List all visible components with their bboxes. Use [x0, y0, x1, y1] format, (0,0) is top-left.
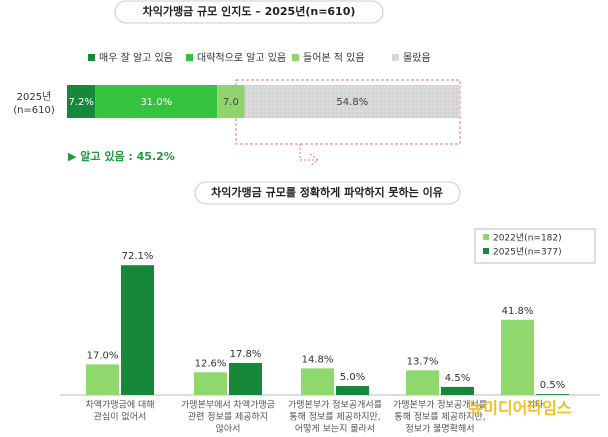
bar-segment [95, 85, 218, 118]
legend-swatch [186, 54, 193, 61]
bar [301, 368, 334, 395]
chart-title: 차익가맹금 규모를 정확하게 파악하지 못하는 이유 [211, 185, 443, 199]
x-tick-label: 정보가 불명확해서 [405, 423, 474, 435]
x-tick-label: 통해 정보를 제공하지만, [289, 412, 380, 423]
value-label: 17.0% [87, 350, 119, 361]
value-label: 12.6% [195, 358, 227, 369]
legend-label: 몰랐음 [403, 51, 431, 64]
value-label: 54.8% [336, 97, 368, 108]
value-label: 13.7% [407, 356, 439, 367]
legend-label: 2022년(n=182) [493, 233, 562, 244]
legend-swatch [292, 54, 299, 61]
title-pill [194, 181, 461, 205]
legend-label: 대략적으로 알고 있음 [197, 52, 286, 64]
value-label: 4.5% [445, 373, 470, 384]
bar [501, 319, 534, 395]
x-tick-label: 어떻게 보는지 몰라서 [295, 424, 375, 435]
x-tick-label: 관련 정보를 제공하지 [188, 412, 268, 423]
row-label: 2025년 [17, 91, 52, 103]
bar-segment [244, 85, 460, 118]
x-tick-label: 가맹본부가 정보공개서를 [393, 400, 487, 411]
legend-swatch [88, 54, 95, 61]
annotation: ▶ 알고 있음 : 45.2% [68, 149, 175, 163]
watermark: 뉴미디어타임스 [468, 399, 571, 418]
bar [406, 370, 439, 395]
legend-box [474, 228, 596, 264]
x-tick-label: 가맹본부에서 차액가맹금 [181, 399, 275, 411]
arrow [299, 144, 320, 167]
bar [86, 364, 119, 395]
bar [229, 362, 262, 395]
legend-swatch [483, 234, 489, 240]
value-label: 14.8% [302, 354, 334, 365]
value-label: 7.2% [68, 97, 93, 108]
value-label: 5.0% [340, 372, 365, 383]
title-pill [114, 0, 384, 24]
x-tick-label: 통해 정보를 제공하지만, [394, 412, 485, 423]
value-label: 31.0% [140, 97, 172, 108]
bar [441, 386, 474, 395]
value-label: 17.8% [230, 349, 262, 360]
bar [536, 394, 569, 395]
value-label: 0.5% [540, 380, 565, 391]
legend-swatch [392, 54, 399, 61]
legend-label: 2025년(n=377) [493, 247, 562, 258]
bar [336, 386, 369, 395]
chart-title: 차익가맹금 규모 인지도 – 2025년(n=610) [143, 4, 356, 18]
x-tick-label: 않아서 [216, 424, 241, 435]
bar [121, 265, 154, 395]
bar [194, 372, 227, 395]
value-label: 7.0 [223, 97, 239, 108]
legend-swatch [483, 248, 489, 254]
x-tick-label: 가맹본부가 정보공개서를 [288, 400, 382, 411]
legend-label: 매우 잘 알고 있음 [99, 52, 173, 64]
legend-label: 들어본 적 있음 [303, 52, 365, 64]
row-label: (n=610) [13, 105, 55, 116]
bar-segment [217, 85, 245, 118]
value-label: 41.8% [502, 306, 534, 317]
value-label: 72.1% [122, 251, 154, 262]
x-tick-label: 차액가맹금에 대해 [85, 399, 154, 411]
x-tick-label: 기타 [527, 400, 544, 411]
x-tick-label: 관심이 없어서 [94, 412, 147, 423]
bar-segment [67, 85, 96, 118]
